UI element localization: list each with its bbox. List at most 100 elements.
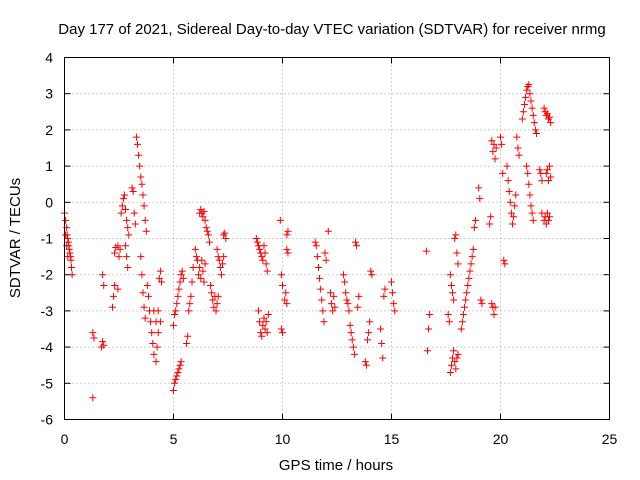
data-point xyxy=(446,368,454,376)
data-point xyxy=(208,289,216,297)
data-point xyxy=(491,155,499,163)
y-tick-label: 3 xyxy=(45,86,53,102)
data-point xyxy=(176,278,184,286)
data-point xyxy=(114,242,122,250)
data-point xyxy=(158,278,166,286)
data-point xyxy=(279,329,286,337)
data-point xyxy=(152,358,160,366)
data-point xyxy=(255,307,263,315)
data-point xyxy=(220,231,228,239)
data-point xyxy=(313,253,321,261)
plot-frame xyxy=(64,57,610,420)
data-point xyxy=(261,325,269,333)
data-point xyxy=(378,339,386,347)
data-point xyxy=(547,173,555,181)
data-point xyxy=(137,253,145,261)
data-point xyxy=(191,245,199,253)
data-point xyxy=(62,231,70,239)
data-point xyxy=(525,81,533,89)
data-point xyxy=(284,249,292,257)
data-point xyxy=(450,296,458,304)
data-point xyxy=(544,115,552,123)
data-point xyxy=(366,318,374,326)
data-point xyxy=(123,253,131,261)
data-point xyxy=(445,318,453,326)
data-point xyxy=(187,292,195,300)
data-point xyxy=(148,329,156,337)
data-point xyxy=(312,242,320,250)
data-point xyxy=(546,113,554,121)
data-point xyxy=(540,104,548,112)
data-point xyxy=(192,253,200,261)
data-point xyxy=(185,307,193,315)
data-point xyxy=(320,318,328,326)
data-point xyxy=(68,271,76,279)
data-point xyxy=(377,325,385,333)
data-point xyxy=(452,365,460,373)
data-point xyxy=(119,195,127,203)
data-point xyxy=(454,260,462,268)
data-point xyxy=(345,307,353,315)
data-point xyxy=(423,347,431,355)
data-point xyxy=(544,177,552,185)
data-point xyxy=(523,86,531,94)
data-point xyxy=(284,227,292,235)
data-point xyxy=(283,300,291,308)
data-point xyxy=(532,130,540,138)
data-point xyxy=(453,354,461,362)
data-point xyxy=(89,329,97,337)
data-point xyxy=(263,267,271,275)
data-point xyxy=(141,216,149,224)
data-point xyxy=(140,202,148,210)
data-point xyxy=(426,311,434,319)
data-point xyxy=(150,350,158,358)
data-point xyxy=(355,292,363,300)
data-point xyxy=(461,303,469,311)
data-point xyxy=(205,238,213,246)
data-point xyxy=(444,311,452,319)
data-point xyxy=(260,314,268,322)
data-point xyxy=(170,321,177,329)
data-point xyxy=(538,177,546,185)
y-axis-label: SDTVAR / TECUs xyxy=(7,178,24,298)
data-point xyxy=(200,278,208,286)
data-point xyxy=(171,311,179,319)
data-point xyxy=(172,307,180,315)
data-point xyxy=(195,271,203,279)
data-point xyxy=(544,216,552,224)
data-point xyxy=(283,245,291,253)
data-point xyxy=(542,220,550,228)
data-point xyxy=(522,93,530,101)
data-point xyxy=(189,263,197,271)
data-point xyxy=(262,260,270,268)
data-point xyxy=(110,292,118,300)
data-point xyxy=(213,245,221,253)
data-point xyxy=(100,282,108,290)
y-tick-label: -5 xyxy=(41,375,54,391)
data-point xyxy=(64,253,72,261)
data-point xyxy=(114,285,122,293)
data-point xyxy=(343,296,351,304)
data-point xyxy=(125,231,133,239)
data-point xyxy=(514,144,522,152)
data-point xyxy=(477,296,485,304)
data-point xyxy=(99,271,107,279)
data-point xyxy=(201,260,209,268)
data-point xyxy=(353,242,361,250)
data-point xyxy=(524,82,532,90)
y-tick-label: -2 xyxy=(41,267,54,283)
data-point xyxy=(506,198,514,206)
data-point xyxy=(203,227,211,235)
data-point xyxy=(155,274,163,282)
y-tick-label: -1 xyxy=(41,231,54,247)
data-point xyxy=(139,289,147,297)
x-tick-label: 10 xyxy=(275,431,291,447)
grid xyxy=(64,57,610,420)
data-point xyxy=(259,321,267,329)
data-point xyxy=(174,368,182,376)
data-point xyxy=(347,329,355,337)
data-point xyxy=(64,235,72,242)
data-point xyxy=(364,336,372,344)
data-point xyxy=(258,253,266,261)
data-point xyxy=(324,227,332,235)
